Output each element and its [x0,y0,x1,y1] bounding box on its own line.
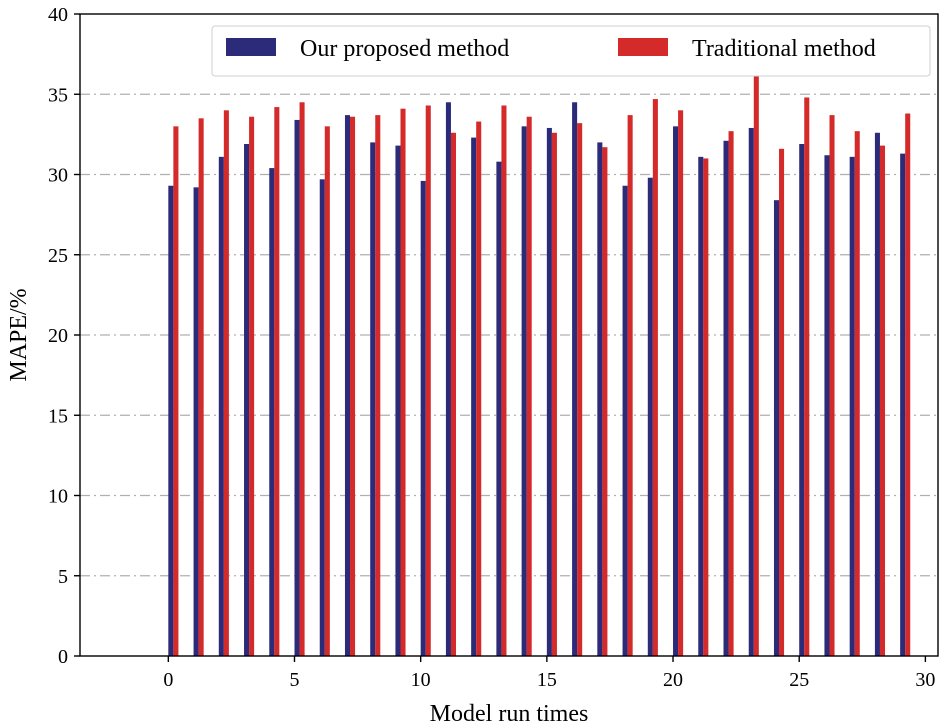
bar-our-proposed-method-16 [572,102,578,656]
bar-our-proposed-method-14 [521,126,527,657]
bar-traditional-method-13 [501,105,507,657]
bar-traditional-method-14 [526,116,532,657]
bar-our-proposed-method-8 [370,142,376,656]
bar-our-proposed-method-10 [420,180,426,657]
x-tick-label-5: 5 [290,669,300,691]
bar-our-proposed-method-2 [218,156,224,656]
bar-traditional-method-9 [400,108,406,656]
bar-our-proposed-method-23 [748,127,754,656]
legend-swatch-traditional-method [618,38,668,56]
bar-traditional-method-27 [854,131,860,656]
legend-swatch-our-proposed-method [226,38,276,56]
bar-our-proposed-method-29 [900,153,906,656]
x-tick-label-15: 15 [537,669,557,691]
bar-traditional-method-22 [728,131,734,656]
x-tick-label-25: 25 [789,669,809,691]
bar-our-proposed-method-0 [168,185,174,657]
bar-our-proposed-method-1 [193,187,199,656]
bar-our-proposed-method-27 [849,156,855,656]
bar-traditional-method-25 [804,97,810,656]
bar-traditional-method-7 [350,116,356,657]
legend-label-our-proposed-method: Our proposed method [300,36,509,62]
bar-traditional-method-0 [173,126,179,657]
bar-our-proposed-method-11 [445,102,451,656]
x-tick-label-20: 20 [663,669,683,691]
bar-our-proposed-method-3 [244,144,250,656]
bar-traditional-method-4 [274,107,280,657]
bar-our-proposed-method-24 [773,200,780,656]
axis-ticks: 0 5 10 15 20 25 30 35 40 0 5 10 15 20 25 30 [48,4,935,691]
y-tick-label-20: 20 [48,325,68,347]
y-tick-label-25: 25 [48,245,68,267]
bar-traditional-method-18 [627,115,633,657]
bar-our-proposed-method-17 [597,142,603,656]
bar-traditional-method-6 [324,126,330,657]
bar-our-proposed-method-18 [622,185,628,657]
bar-our-proposed-method-9 [395,145,401,657]
bar-traditional-method-10 [425,105,431,657]
bar-our-proposed-method-12 [471,137,477,657]
bar-our-proposed-method-19 [647,177,653,656]
bar-traditional-method-8 [375,115,381,657]
legend-label-traditional-method: Traditional method [692,36,876,62]
bar-our-proposed-method-28 [874,132,880,656]
bar-our-proposed-method-6 [319,179,325,656]
bar-our-proposed-method-4 [269,168,275,656]
legend: Our proposed method Traditional method [211,25,931,77]
bar-traditional-method-12 [476,121,482,657]
legend-box [211,25,931,77]
bar-our-proposed-method-21 [698,156,704,656]
bar-our-proposed-method-15 [546,127,552,656]
bar-traditional-method-15 [551,132,557,656]
y-tick-label-5: 5 [58,566,68,588]
bar-traditional-method-19 [652,99,658,656]
bar-our-proposed-method-25 [799,144,805,656]
y-tick-label-30: 30 [48,165,68,187]
bar-traditional-method-3 [249,116,255,657]
bar-traditional-method-2 [223,110,229,657]
bar-traditional-method-24 [779,148,785,656]
bar-our-proposed-method-7 [344,115,351,657]
x-axis-label: Model run times [430,701,589,727]
y-tick-label-10: 10 [48,486,68,508]
y-axis-label: MAPE/% [6,288,32,381]
bar-traditional-method-29 [905,113,911,656]
bar-traditional-method-5 [299,102,305,656]
bar-our-proposed-method-20 [673,126,679,657]
bar-traditional-method-23 [753,73,759,656]
bar-our-proposed-method-13 [496,161,502,656]
bar-traditional-method-21 [703,158,709,656]
bar-traditional-method-16 [577,123,583,656]
x-tick-label-0: 0 [163,669,173,691]
x-tick-label-30: 30 [915,669,935,691]
y-tick-label-35: 35 [48,84,68,106]
bar-traditional-method-28 [879,145,886,657]
bar-traditional-method-26 [829,115,835,657]
x-tick-label-10: 10 [411,669,431,691]
bar-traditional-method-1 [198,118,204,656]
y-tick-label-40: 40 [48,4,68,26]
bar-our-proposed-method-22 [723,140,729,657]
y-tick-label-15: 15 [48,405,68,427]
bar-traditional-method-20 [678,110,684,657]
bar-traditional-method-17 [602,147,608,656]
bar-our-proposed-method-26 [824,155,830,657]
y-tick-label-0: 0 [58,646,68,668]
bar-our-proposed-method-5 [294,119,300,657]
bars [168,73,911,657]
bar-traditional-method-11 [450,132,457,656]
